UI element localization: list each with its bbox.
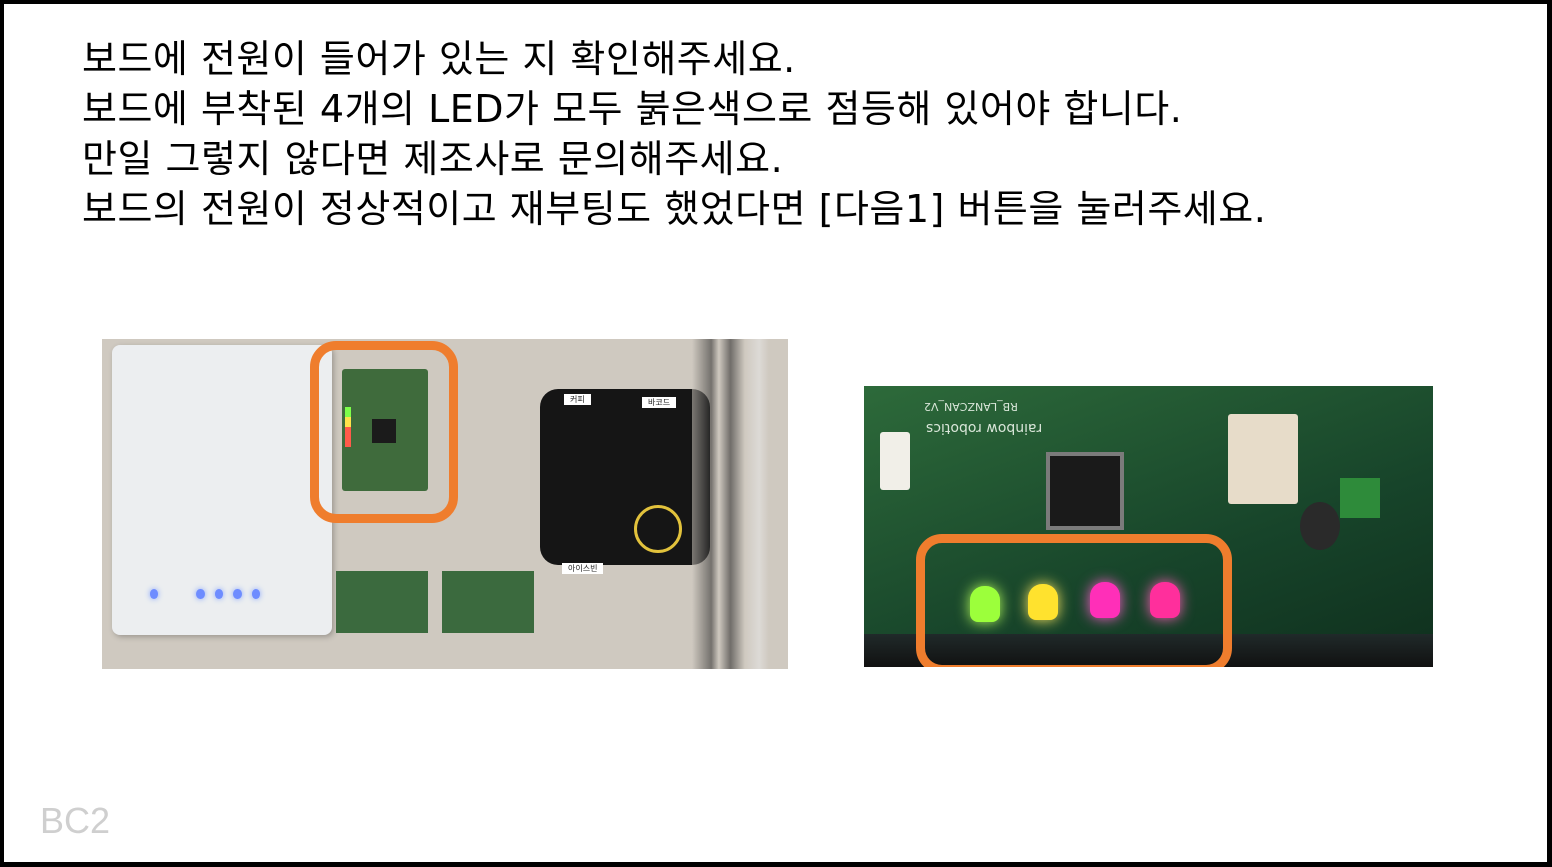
board-highlight [310, 341, 458, 523]
terminal-board-left [336, 571, 428, 633]
slide: 보드에 전원이 들어가 있는 지 확인해주세요. 보드에 부착된 4개의 LED… [4, 4, 1547, 862]
terminal-block-green [1340, 478, 1380, 518]
mini-pc-logo [634, 505, 682, 553]
cables [692, 339, 788, 669]
board-leds [345, 407, 351, 447]
mini-pc [540, 389, 710, 565]
mini-pc-label-3: 아이스빈 [562, 563, 604, 574]
instruction-text: 보드에 전원이 들어가 있는 지 확인해주세요. 보드에 부착된 4개의 LED… [82, 34, 1266, 234]
led-highlight [916, 534, 1232, 667]
router-device [112, 345, 332, 635]
instruction-line-2: 보드에 부착된 4개의 LED가 모두 붉은색으로 점등해 있어야 합니다. [82, 87, 1183, 131]
board-edge [864, 634, 1433, 667]
terminal-board-right [442, 571, 534, 633]
board-model: RB_LANZCAN_V2 [924, 400, 1018, 413]
led-yellow [1028, 584, 1058, 620]
device-setup-photo: 커피 바코드 아이스빈 [102, 339, 788, 669]
mini-pc-label-1: 커피 [564, 394, 591, 405]
microcontroller-chip [1050, 456, 1120, 526]
led-green [970, 586, 1000, 622]
led-pink-2 [1150, 582, 1180, 618]
mini-pc-label-2: 바코드 [642, 397, 677, 408]
board-led-closeup-photo: rainbow robotics RB_LANZCAN_V2 [864, 386, 1433, 667]
board-brand: rainbow robotics [926, 420, 1043, 436]
capacitor [1300, 502, 1340, 550]
board-chip [372, 419, 396, 443]
instruction-line-3: 만일 그렇지 않다면 제조사로 문의해주세요. [82, 137, 784, 181]
instruction-line-1: 보드에 전원이 들어가 있는 지 확인해주세요. [82, 37, 796, 81]
connector-white [880, 432, 910, 490]
led-pink-1 [1090, 582, 1120, 618]
connector-row [1228, 414, 1298, 504]
router-status-leds [150, 589, 261, 599]
instruction-line-4: 보드의 전원이 정상적이고 재부팅도 했었다면 [다음1] 버튼을 눌러주세요. [82, 187, 1267, 231]
slide-label: BC2 [40, 800, 111, 841]
